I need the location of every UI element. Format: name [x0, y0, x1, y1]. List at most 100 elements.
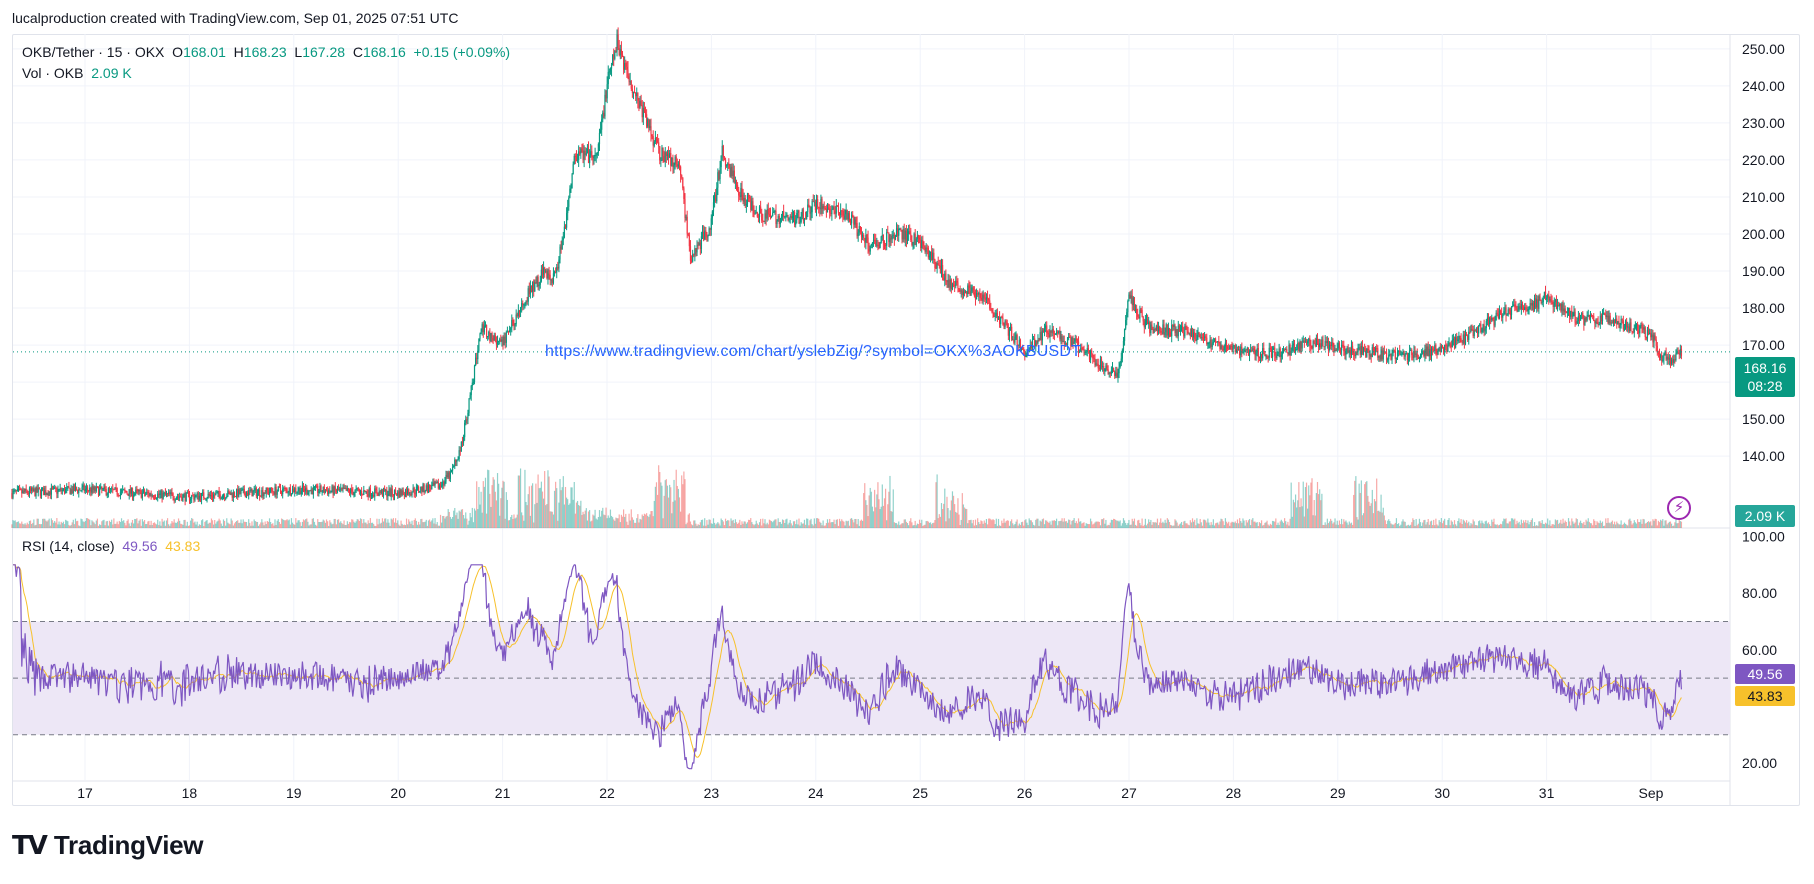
- candle: [682, 177, 684, 189]
- volume-bar: [820, 522, 822, 528]
- candle: [1521, 304, 1524, 308]
- volume-bar: [1596, 521, 1598, 528]
- candle: [1669, 358, 1672, 364]
- candle: [1195, 338, 1197, 341]
- candle: [1034, 338, 1036, 346]
- volume-bar: [352, 519, 354, 528]
- candle: [914, 233, 916, 245]
- volume-bar: [46, 521, 48, 528]
- volume-bar: [1444, 518, 1446, 528]
- volume-bar: [841, 519, 843, 528]
- candle: [502, 339, 504, 346]
- volume-bar: [122, 521, 124, 528]
- volume-bar: [712, 518, 715, 528]
- volume-bar: [376, 518, 378, 528]
- volume-bar: [1116, 520, 1118, 528]
- candle: [1668, 358, 1670, 360]
- candle: [18, 488, 21, 490]
- volume-bar: [1622, 524, 1624, 528]
- volume-bar: [299, 522, 301, 528]
- candle: [403, 494, 405, 497]
- candle: [655, 137, 658, 140]
- tradingview-logo[interactable]: TV TradingView: [12, 830, 204, 861]
- candle: [1346, 347, 1348, 350]
- volume-bar: [650, 511, 652, 528]
- candle: [752, 201, 754, 211]
- volume-bar: [806, 518, 808, 528]
- candle: [194, 496, 196, 500]
- symbol-label[interactable]: OKB/Tether · 15 · OKX: [22, 44, 165, 60]
- volume-bar: [109, 521, 112, 528]
- volume-bar: [1288, 525, 1290, 528]
- candle: [633, 92, 636, 94]
- candle: [1289, 344, 1291, 356]
- candle: [311, 489, 313, 495]
- volume-bar: [758, 522, 761, 528]
- candle: [89, 487, 91, 492]
- candle: [1627, 326, 1629, 328]
- candle: [1424, 349, 1426, 356]
- rsi-label[interactable]: RSI (14, close): [22, 538, 115, 554]
- volume-bar: [404, 525, 407, 528]
- candle: [1376, 348, 1378, 350]
- candle: [428, 484, 431, 489]
- candle: [1180, 325, 1183, 331]
- candle: [941, 265, 944, 278]
- volume-bar: [1027, 525, 1029, 528]
- volume-bar: [696, 525, 698, 528]
- volume-bar: [300, 525, 302, 528]
- candle: [517, 310, 519, 316]
- candle: [230, 492, 232, 496]
- candle: [549, 274, 551, 280]
- volume-bar: [401, 523, 403, 528]
- volume-bar: [1314, 515, 1316, 528]
- volume-bar: [483, 486, 485, 528]
- volume-label[interactable]: Vol · OKB: [22, 65, 84, 81]
- candle: [86, 487, 89, 491]
- volume-bar: [1670, 523, 1673, 528]
- candle: [135, 489, 137, 494]
- candle: [1512, 306, 1514, 308]
- candle: [1663, 354, 1665, 360]
- chart-url-watermark[interactable]: https://www.tradingview.com/chart/yslebZ…: [545, 343, 1082, 360]
- volume-bar: [1012, 523, 1014, 528]
- volume-bar: [1623, 522, 1626, 528]
- candle: [1218, 341, 1220, 344]
- change-value: +0.15 (+0.09%): [413, 44, 511, 60]
- candle: [796, 213, 798, 221]
- candle: [578, 151, 580, 160]
- volume-bar: [1060, 520, 1062, 528]
- lightning-icon[interactable]: ⚡: [1667, 496, 1691, 520]
- volume-bar: [772, 522, 774, 528]
- volume-bar: [1052, 520, 1054, 528]
- candle: [380, 489, 382, 493]
- candle: [217, 490, 219, 493]
- volume-bar: [956, 512, 958, 528]
- volume-bar: [340, 521, 342, 528]
- candle: [426, 485, 428, 492]
- volume-bar: [1396, 524, 1399, 528]
- volume-bar: [1196, 518, 1198, 528]
- candle: [1066, 337, 1069, 345]
- volume-bar: [638, 522, 640, 528]
- volume-bar: [1170, 524, 1172, 528]
- volume-bar: [1091, 521, 1093, 528]
- candle: [713, 194, 716, 203]
- candle: [214, 494, 216, 496]
- volume-bar: [88, 518, 90, 528]
- candle: [489, 331, 491, 341]
- volume-bar: [809, 520, 811, 528]
- candle: [561, 239, 563, 250]
- candle: [580, 148, 582, 154]
- candle: [824, 208, 826, 210]
- candle: [1127, 301, 1129, 313]
- volume-bar: [48, 518, 50, 528]
- candle: [1651, 334, 1653, 338]
- volume-bar: [422, 522, 424, 528]
- volume-bar: [1102, 519, 1104, 528]
- volume-bar: [869, 487, 871, 528]
- volume-bar: [673, 479, 675, 528]
- chart-frame[interactable]: [12, 34, 1800, 806]
- candle: [1414, 350, 1416, 355]
